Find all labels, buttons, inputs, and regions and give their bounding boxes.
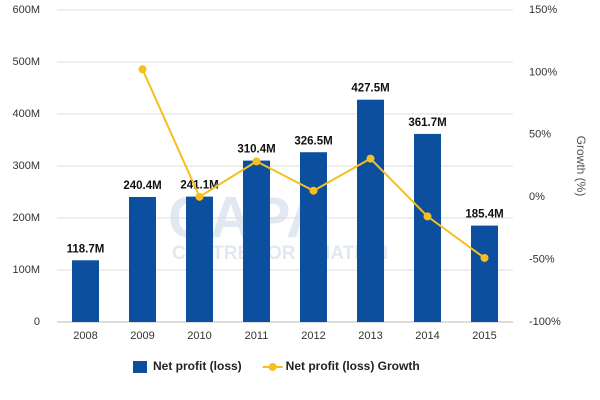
point <box>309 186 318 195</box>
x-tick-label: 2009 <box>130 330 154 342</box>
bar <box>72 260 99 322</box>
bar <box>243 160 270 322</box>
data-label: 185.4M <box>465 209 503 221</box>
x-tick-label: 2015 <box>472 330 496 342</box>
data-label: 240.4M <box>123 180 161 192</box>
point <box>138 65 147 74</box>
x-tick-label: 2010 <box>187 330 211 342</box>
bar <box>129 196 156 322</box>
watermark: CENTRE FOR AVIATION <box>172 243 388 264</box>
legend-swatch <box>268 363 277 371</box>
data-label: 241.1M <box>180 180 218 192</box>
point <box>423 212 432 221</box>
legend-swatch <box>133 361 147 373</box>
data-label: 427.5M <box>351 83 389 95</box>
bar <box>357 99 384 322</box>
data-label: 361.7M <box>408 117 446 129</box>
legend-label: Net profit (loss) <box>153 359 242 373</box>
y-tick-label: 100M <box>12 264 40 276</box>
y2-tick-label: 50% <box>529 129 551 141</box>
data-label: 118.7M <box>67 243 105 255</box>
bar <box>300 152 327 322</box>
x-tick-label: 2008 <box>73 330 97 342</box>
y2-tick-label: -100% <box>529 316 561 328</box>
y-tick-label: 600M <box>12 4 40 16</box>
y2-tick-label: 0% <box>529 191 545 203</box>
legend: Net profit (loss) Net profit (loss) Growt… <box>133 359 420 373</box>
data-label: 326.5M <box>294 135 332 147</box>
x-tick-label: 2012 <box>301 330 325 342</box>
data-label: 310.4M <box>237 144 275 156</box>
point <box>366 154 375 163</box>
y-tick-label: 200M <box>12 212 40 224</box>
y2-tick-label: -50% <box>529 254 555 266</box>
bar <box>414 133 441 322</box>
x-tick-label: 2013 <box>358 330 382 342</box>
y-tick-label: 500M <box>12 56 40 68</box>
legend-label: Net profit (loss) Growth <box>286 359 420 373</box>
point <box>252 157 261 166</box>
y2-tick-label: 150% <box>529 4 557 16</box>
y2-tick-label: 100% <box>529 66 557 78</box>
y-tick-label: 0 <box>34 316 40 328</box>
x-tick-label: 2014 <box>415 330 439 342</box>
point <box>195 192 204 201</box>
bar <box>186 196 213 322</box>
grid <box>57 9 513 323</box>
x-tick-label: 2011 <box>245 330 269 342</box>
y2-axis-title: Growth (%) <box>574 136 588 197</box>
bar <box>471 225 498 322</box>
point <box>480 253 489 262</box>
y-tick-label: 400M <box>12 108 40 120</box>
y-tick-label: 300M <box>12 160 40 172</box>
